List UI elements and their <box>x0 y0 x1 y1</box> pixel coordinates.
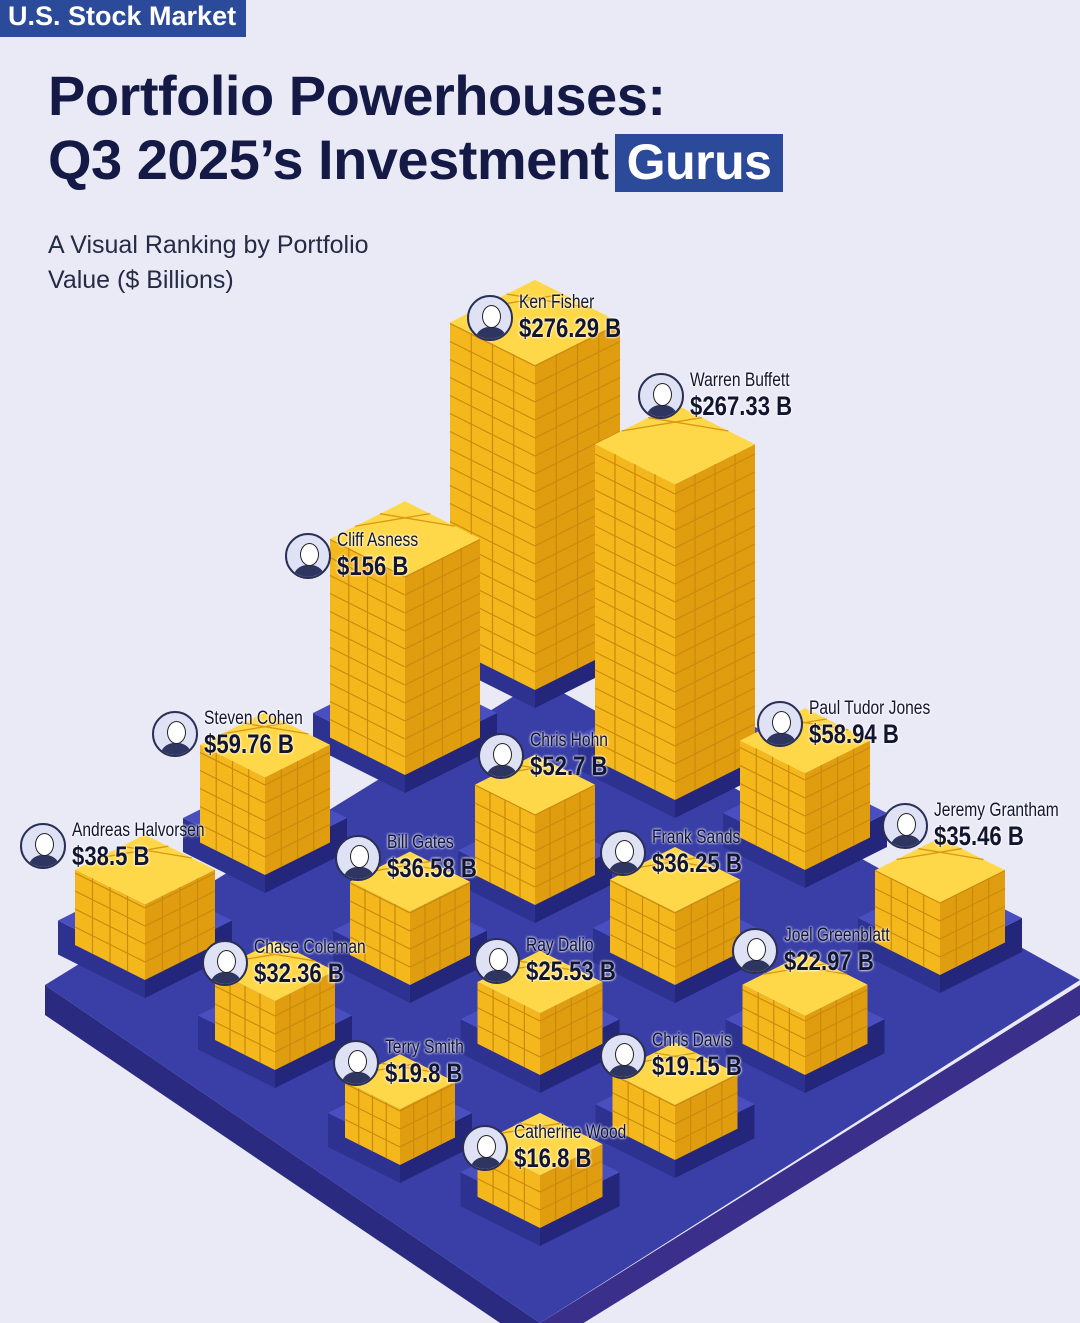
guru-label: Catherine Wood $16.8 B <box>462 1122 651 1173</box>
guru-name: Terry Smith <box>385 1037 464 1058</box>
gold-stack-chris-hohn-gridline <box>514 764 576 776</box>
avatar-portrait-icon <box>462 1124 508 1171</box>
guru-name: Ken Fisher <box>519 292 595 313</box>
guru-label: Andreas Halvorsen $38.5 B <box>20 820 234 871</box>
guru-name: Frank Sands <box>652 827 741 848</box>
gold-stack-steven-cohen-gridline <box>221 722 287 735</box>
guru-name: Warren Buffett <box>690 370 790 391</box>
avatar-portrait-icon <box>732 927 778 974</box>
guru-name: Chris Davis <box>652 1030 732 1051</box>
guru-value: $25.53 B <box>526 956 616 986</box>
avatar-portrait-icon <box>757 700 803 747</box>
avatar-portrait-icon <box>474 937 520 984</box>
avatar-portrait-icon <box>152 710 198 757</box>
guru-name: Cliff Asness <box>337 530 419 551</box>
guru-value: $32.36 B <box>254 958 344 988</box>
guru-value: $22.97 B <box>784 946 874 976</box>
avatar-portrait-icon <box>335 834 381 881</box>
guru-label: Cliff Asness $156 B <box>285 530 436 581</box>
avatar-portrait-icon <box>285 532 331 579</box>
gold-stack-jeremy-grantham-gridline <box>918 848 984 861</box>
gold-stack-warren-buffett-gridline <box>648 417 729 432</box>
guru-name: Andreas Halvorsen <box>72 820 205 841</box>
title-line-2: Q3 2025’s Investment <box>48 128 609 191</box>
title-highlight: Gurus <box>614 134 784 192</box>
guru-value: $36.25 B <box>652 848 742 878</box>
guru-label: Chase Coleman $32.36 B <box>202 937 390 988</box>
guru-name: Catherine Wood <box>514 1122 627 1143</box>
guru-label: Bill Gates $36.58 B <box>335 832 497 883</box>
gold-stack-andreas-halvorsen-gridline <box>98 845 169 859</box>
guru-value: $19.8 B <box>385 1058 463 1088</box>
avatar-portrait-icon <box>333 1039 379 1086</box>
guru-name: Paul Tudor Jones <box>809 698 931 719</box>
gold-stack-catherine-wood-gridline <box>519 1122 582 1135</box>
guru-name: Joel Greenblatt <box>784 925 890 946</box>
guru-label: Ken Fisher $276.29 B <box>467 292 644 343</box>
title-line-1: Portfolio Powerhouses: <box>48 64 666 127</box>
gold-stack-chris-davis-gridline <box>654 1052 717 1064</box>
gold-stack-terry-smith-gridline <box>381 1062 437 1074</box>
guru-name: Chris Hohn <box>530 730 608 751</box>
guru-label: Steven Cohen $59.76 B <box>152 708 324 759</box>
category-tag: U.S. Stock Market <box>0 0 247 37</box>
gold-stack-warren-buffett-gridline <box>621 417 702 432</box>
guru-value: $58.94 B <box>809 719 899 749</box>
avatar-portrait-icon <box>600 829 646 876</box>
gold-stack-jeremy-grantham-gridline <box>896 848 962 861</box>
page-title: Portfolio Powerhouses: Q3 2025’s Investm… <box>48 64 784 194</box>
gold-stack-catherine-wood-gridline <box>498 1122 561 1135</box>
guru-value: $36.58 B <box>387 853 477 883</box>
guru-value: $276.29 B <box>519 313 622 343</box>
guru-value: $59.76 B <box>204 729 294 759</box>
base-right-side <box>540 985 1080 1323</box>
guru-value: $38.5 B <box>72 841 150 871</box>
guru-name: Bill Gates <box>387 832 454 853</box>
guru-value: $19.15 B <box>652 1051 742 1081</box>
guru-label: Warren Buffett $267.33 B <box>638 370 815 421</box>
guru-label: Terry Smith $19.8 B <box>333 1037 481 1088</box>
gold-stack-joel-greenblatt-gridline <box>763 963 826 975</box>
avatar-portrait-icon <box>20 822 66 869</box>
gold-stack-steven-cohen-gridline <box>243 722 309 735</box>
guru-value: $156 B <box>337 551 409 581</box>
gold-stack-bill-gates-gridline <box>389 860 451 873</box>
avatar-portrait-icon <box>882 802 928 849</box>
gold-stack-cliff-asness-gridline <box>354 513 431 527</box>
avatar-portrait-icon <box>467 294 513 341</box>
guru-name: Steven Cohen <box>204 708 303 729</box>
guru-label: Frank Sands $36.25 B <box>600 827 762 878</box>
avatar-portrait-icon <box>638 372 684 419</box>
guru-label: Ray Dalio $25.53 B <box>474 935 636 986</box>
gold-stack-frank-sands-gridline <box>653 857 719 870</box>
guru-label: Chris Hohn $52.7 B <box>478 730 625 781</box>
guru-value: $52.7 B <box>530 751 608 781</box>
subtitle: A Visual Ranking by Portfolio Value ($ B… <box>48 231 369 294</box>
guru-label: Jeremy Grantham $35.46 B <box>882 800 1080 851</box>
avatar-portrait-icon <box>600 1032 646 1079</box>
guru-name: Jeremy Grantham <box>934 800 1059 821</box>
guru-value: $35.46 B <box>934 821 1024 851</box>
guru-label: Paul Tudor Jones $58.94 B <box>757 698 957 749</box>
guru-label: Joel Greenblatt $22.97 B <box>732 925 913 976</box>
guru-value: $267.33 B <box>690 391 793 421</box>
avatar-portrait-icon <box>478 732 524 779</box>
gold-stack-chase-coleman-gridline <box>254 950 316 962</box>
gold-stack-frank-sands-gridline <box>631 857 697 870</box>
guru-name: Chase Coleman <box>254 937 366 958</box>
guru-label: Chris Davis $19.15 B <box>600 1030 762 1081</box>
gold-stack-ken-fisher-gridline <box>506 293 592 309</box>
guru-value: $16.8 B <box>514 1143 592 1173</box>
gold-stack-bill-gates-gridline <box>369 860 431 873</box>
gold-stack-joel-greenblatt-gridline <box>784 963 847 975</box>
gold-stack-andreas-halvorsen-gridline <box>121 845 192 859</box>
gold-stack-ray-dalio-gridline <box>519 960 582 973</box>
gold-stack-cliff-asness-gridline <box>379 513 456 527</box>
avatar-portrait-icon <box>202 939 248 986</box>
guru-name: Ray Dalio <box>526 935 594 956</box>
